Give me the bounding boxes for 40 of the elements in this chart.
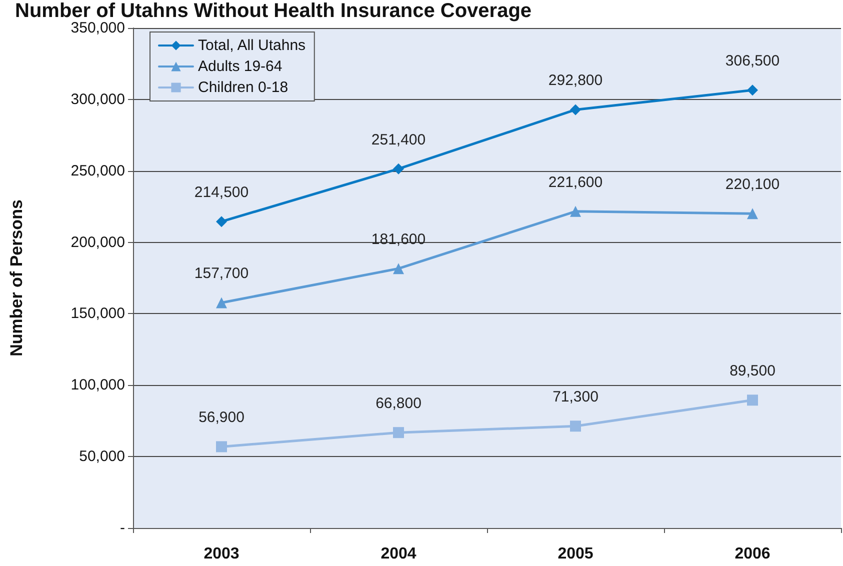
point xyxy=(570,420,581,432)
y-tick-label: 100,000 xyxy=(70,376,125,394)
chart-title: Number of Utahns Without Health Insurance Coverage xyxy=(15,0,532,22)
data-label: 214,500 xyxy=(194,184,249,202)
y-tick-label: 50,000 xyxy=(79,448,125,466)
data-label: 89,500 xyxy=(730,362,776,380)
data-label: 251,400 xyxy=(371,131,426,148)
point xyxy=(393,427,404,438)
point xyxy=(216,441,227,452)
y-tick-label: 150,000 xyxy=(70,305,125,322)
point xyxy=(747,394,758,406)
point xyxy=(747,84,758,96)
data-label: 220,100 xyxy=(725,176,780,194)
point xyxy=(570,206,581,217)
data-label: 292,800 xyxy=(548,72,603,90)
y-tick-label: 300,000 xyxy=(70,90,125,108)
point xyxy=(216,216,227,228)
y-tick-label: 350,000 xyxy=(70,20,125,36)
y-tick-label: - xyxy=(120,520,125,536)
point xyxy=(570,104,581,116)
data-label: 221,600 xyxy=(548,174,603,191)
x-tick-label: 2004 xyxy=(380,546,416,562)
data-label: 306,500 xyxy=(725,52,780,70)
point xyxy=(747,208,758,220)
y-tick-label: 200,000 xyxy=(70,234,125,251)
data-label: 56,900 xyxy=(198,409,244,426)
data-label: 157,700 xyxy=(194,265,249,282)
data-label: 66,800 xyxy=(376,395,422,412)
point xyxy=(216,297,227,308)
legend-label: Children 0-18 xyxy=(198,79,288,96)
y-tick-label: 250,000 xyxy=(70,162,125,180)
x-tick-label: 2003 xyxy=(204,546,240,562)
point xyxy=(393,163,404,174)
data-label: 71,300 xyxy=(552,388,598,406)
point xyxy=(393,263,404,274)
y-axis-title: Number of Persons xyxy=(7,200,26,356)
x-tick-label: 2006 xyxy=(734,546,770,562)
legend-label: Total, All Utahns xyxy=(198,37,306,54)
x-tick-label: 2005 xyxy=(558,546,594,562)
legend-label: Adults 19-64 xyxy=(198,58,282,75)
